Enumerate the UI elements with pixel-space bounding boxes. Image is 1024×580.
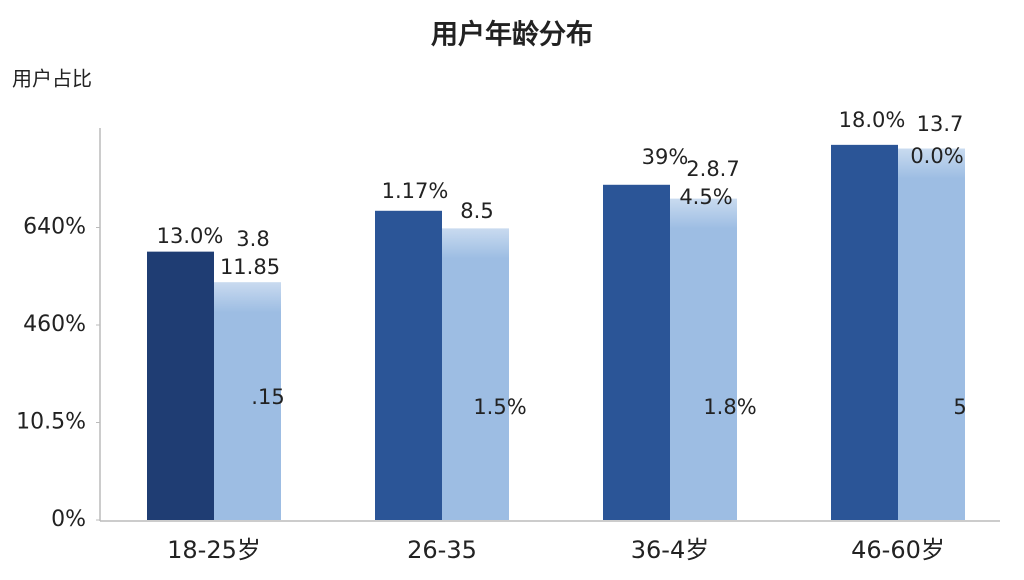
x-tick-label: 36-4岁 [631, 536, 709, 564]
bar [831, 144, 898, 520]
annotation: .15 [251, 385, 284, 409]
annotation: 13.7 [917, 112, 964, 136]
annotation: 1.8% [703, 395, 756, 419]
y-tick-label: 0% [51, 507, 86, 532]
annotation: 4.5% [679, 185, 732, 209]
bar-highlight [214, 282, 281, 313]
annotation: 18.0% [839, 108, 906, 132]
annotation: 5 [953, 395, 966, 419]
annotation: 3.8 [236, 227, 269, 251]
bar [898, 148, 965, 521]
annotation: 2.8.7 [686, 157, 739, 181]
annotation: 11.85 [220, 255, 280, 279]
bar-highlight [898, 148, 965, 179]
y-axis-label: 用户占比 [12, 67, 92, 91]
chart-title: 用户年龄分布 [431, 19, 593, 51]
y-tick-label: 640% [23, 215, 86, 240]
y-tick-label: 460% [23, 312, 86, 337]
annotation: 0.0% [910, 144, 963, 168]
y-tick-label: 10.5% [16, 410, 86, 435]
annotation: 39% [642, 145, 689, 169]
bar [214, 282, 281, 520]
bar [147, 251, 214, 520]
annotation: 1.5% [473, 395, 526, 419]
bar [375, 210, 442, 521]
x-tick-label: 26-35 [407, 536, 477, 564]
bar [670, 198, 737, 520]
x-tick-label: 46-60岁 [851, 536, 945, 564]
annotation: 13.0% [157, 224, 224, 248]
bar [603, 184, 670, 521]
bar-highlight [670, 198, 737, 229]
bar-highlight [442, 228, 509, 259]
x-tick-label: 18-25岁 [167, 536, 261, 564]
annotation: 1.17% [382, 179, 449, 203]
annotation: 8.5 [460, 199, 493, 223]
bar [442, 228, 509, 520]
